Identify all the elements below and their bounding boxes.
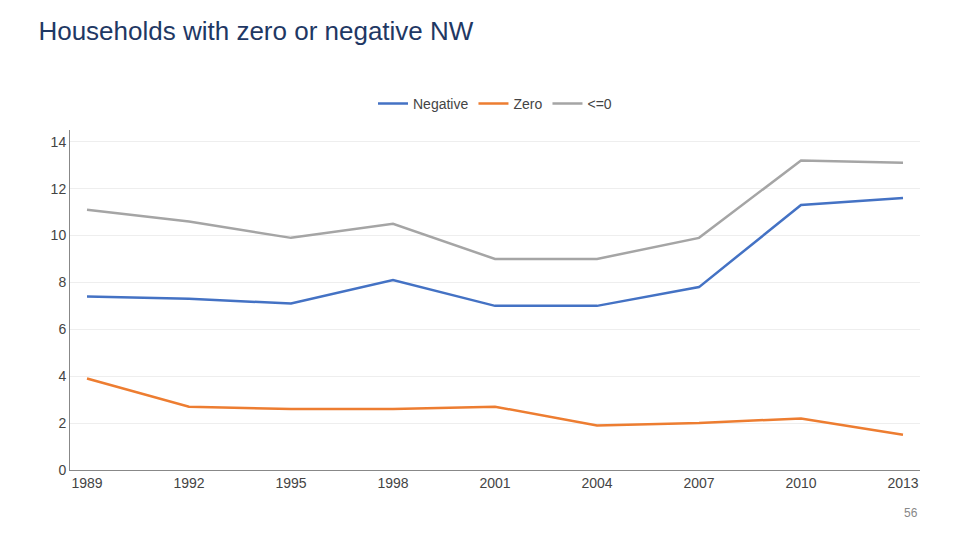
svg-text:56: 56: [904, 506, 918, 520]
svg-text:6: 6: [58, 321, 66, 337]
svg-text:Zero: Zero: [513, 96, 542, 112]
svg-text:10: 10: [51, 227, 67, 243]
svg-text:Negative: Negative: [413, 96, 468, 112]
svg-text:4: 4: [58, 368, 66, 384]
svg-text:<=0: <=0: [587, 96, 611, 112]
svg-text:2013: 2013: [887, 475, 918, 491]
svg-text:Households with zero or negati: Households with zero or negative NW: [38, 16, 473, 46]
svg-text:2004: 2004: [581, 475, 612, 491]
svg-text:14: 14: [51, 134, 67, 150]
svg-text:8: 8: [58, 274, 66, 290]
svg-text:12: 12: [51, 181, 67, 197]
svg-text:1992: 1992: [173, 475, 204, 491]
svg-text:2001: 2001: [479, 475, 510, 491]
svg-text:1989: 1989: [71, 475, 102, 491]
svg-text:2: 2: [58, 415, 66, 431]
svg-text:1995: 1995: [275, 475, 306, 491]
svg-text:2010: 2010: [785, 475, 816, 491]
svg-text:0: 0: [58, 462, 66, 478]
svg-text:1998: 1998: [377, 475, 408, 491]
svg-text:2007: 2007: [683, 475, 714, 491]
